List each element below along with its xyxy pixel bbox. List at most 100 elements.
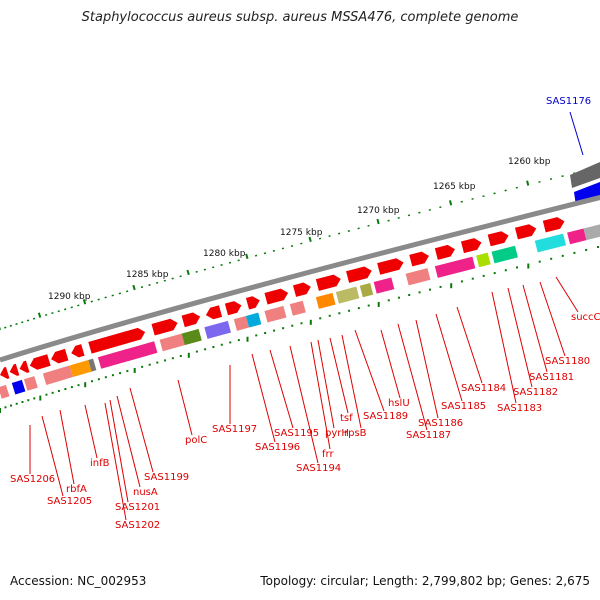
feature-block bbox=[434, 256, 476, 278]
gene-label: SAS1197 bbox=[212, 424, 257, 435]
scale-label: 1285 kbp bbox=[126, 270, 169, 280]
scale-label: 1260 kbp bbox=[508, 157, 551, 167]
label-leader bbox=[555, 276, 579, 313]
cds-arrow bbox=[315, 274, 341, 291]
scale-tick bbox=[376, 218, 380, 225]
gene-label: SAS1201 bbox=[115, 502, 160, 513]
feature-block bbox=[315, 292, 336, 309]
topology-summary: Topology: circular; Length: 2,799,802 bp… bbox=[260, 574, 590, 588]
feature-block bbox=[181, 328, 202, 346]
feature-block bbox=[0, 384, 10, 399]
feature-block bbox=[567, 228, 587, 245]
scale-label: 1280 kbp bbox=[203, 249, 246, 259]
gene-label: SAS1187 bbox=[406, 430, 451, 441]
feature-block bbox=[534, 233, 566, 253]
outer-tick-track bbox=[0, 166, 600, 330]
feature-block bbox=[88, 358, 97, 372]
scale-tick bbox=[308, 236, 312, 243]
cds-arrow bbox=[409, 251, 429, 267]
gene-label: SAS1206 bbox=[10, 474, 55, 485]
feature-color-track bbox=[0, 224, 600, 399]
cds-arrow bbox=[151, 318, 178, 336]
gene-label: SAS1184 bbox=[461, 383, 506, 394]
cds-arrow bbox=[460, 238, 482, 254]
cds-arrow bbox=[542, 217, 565, 233]
label-leader bbox=[129, 387, 154, 473]
gene-label: rbfA bbox=[66, 484, 87, 495]
gene-label: frr bbox=[322, 449, 334, 460]
gene-label: tsf bbox=[340, 413, 353, 424]
gene-label: polC bbox=[185, 435, 207, 446]
gene-label: SAS1194 bbox=[296, 463, 341, 474]
feature-block bbox=[42, 365, 73, 386]
cds-arrow bbox=[0, 366, 10, 379]
label-leader bbox=[491, 291, 517, 404]
feature-block bbox=[373, 277, 395, 294]
scale-tick bbox=[132, 284, 136, 291]
label-leader bbox=[84, 404, 98, 459]
cds-arrow bbox=[264, 288, 289, 305]
label-leader-lines bbox=[29, 111, 584, 521]
gene-label: infB bbox=[90, 458, 110, 469]
feature-block bbox=[405, 268, 431, 286]
scale-labels: 1290 kbp 1285 kbp 1280 kbp 1275 kbp 1270 kbp… bbox=[48, 157, 551, 302]
feature-block bbox=[204, 320, 231, 339]
feature-block bbox=[491, 245, 518, 264]
scale-tick bbox=[37, 312, 42, 318]
gene-label: nusA bbox=[133, 487, 158, 498]
label-leader bbox=[289, 345, 319, 464]
cds-arrow bbox=[29, 354, 51, 370]
label-leader bbox=[41, 415, 64, 497]
feature-block bbox=[359, 282, 374, 298]
scale-tick bbox=[245, 253, 249, 260]
cds-arrow bbox=[9, 363, 20, 376]
genome-backbone bbox=[0, 194, 600, 363]
scale-tick bbox=[448, 200, 453, 206]
gene-label: hslU bbox=[388, 398, 410, 409]
scale-tick bbox=[186, 269, 190, 276]
gene-label: SAS1182 bbox=[513, 387, 558, 398]
label-leader bbox=[269, 349, 294, 429]
label-leader bbox=[104, 402, 127, 521]
label-leader bbox=[435, 313, 463, 402]
feature-block bbox=[97, 341, 158, 369]
label-leader bbox=[310, 341, 331, 450]
label-leader bbox=[251, 353, 276, 443]
scale-label: 1265 kbp bbox=[433, 182, 476, 192]
feature-block bbox=[69, 360, 92, 378]
inner-tick-track bbox=[0, 245, 600, 413]
cds-arrow bbox=[434, 244, 455, 260]
cds-arrow bbox=[377, 258, 404, 275]
label-leader bbox=[380, 329, 401, 399]
label-leader bbox=[397, 323, 428, 431]
gene-label: SAS1183 bbox=[497, 403, 542, 414]
feature-block bbox=[159, 333, 185, 352]
gene-label: rpsB bbox=[344, 428, 367, 439]
gene-label: SAS1181 bbox=[529, 372, 574, 383]
scale-label: 1275 kbp bbox=[280, 228, 323, 238]
gene-label: succC bbox=[571, 312, 600, 323]
scale-tick bbox=[82, 299, 87, 305]
cds-arrow bbox=[487, 231, 509, 247]
cds-arrow bbox=[346, 266, 372, 283]
feature-block bbox=[476, 252, 491, 268]
feature-block bbox=[23, 376, 38, 391]
label-leader bbox=[329, 337, 349, 414]
cds-arrow bbox=[51, 348, 69, 364]
feature-block bbox=[335, 286, 360, 304]
feature-block bbox=[264, 305, 287, 323]
label-leader bbox=[415, 319, 439, 419]
cds-arrow bbox=[71, 344, 85, 358]
gene-labels: SAS1176 succC SAS1180 SAS1181 SAS1182 SAS1183… bbox=[10, 96, 600, 531]
gene-label: SAS1199 bbox=[144, 472, 189, 483]
label-leader bbox=[456, 306, 483, 384]
label-leader bbox=[354, 329, 385, 412]
label-leader bbox=[116, 395, 141, 488]
gene-label: pyrH bbox=[325, 428, 349, 439]
cds-arrow bbox=[293, 282, 311, 297]
cds-arrow bbox=[205, 305, 223, 320]
label-leader bbox=[177, 379, 193, 436]
label-leader bbox=[539, 281, 566, 357]
label-leader bbox=[569, 111, 584, 156]
